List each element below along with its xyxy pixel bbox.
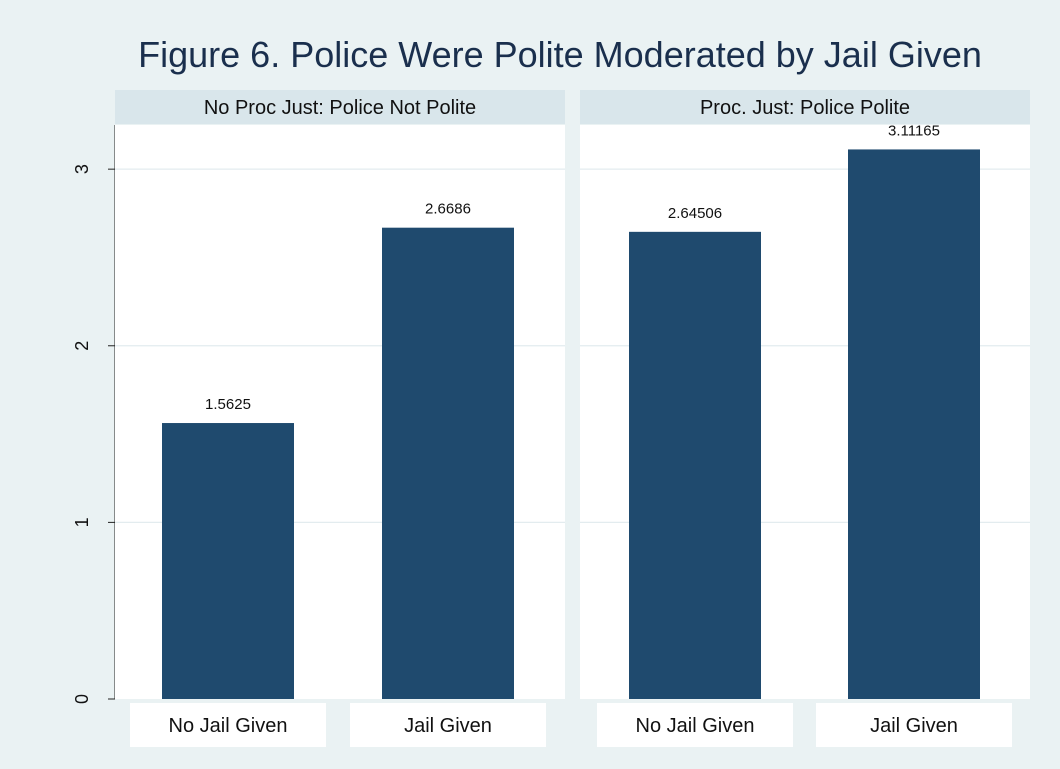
bar (162, 423, 294, 699)
bar (629, 231, 761, 699)
bar-value-label: 2.64506 (668, 205, 722, 222)
bar-value-label: 1.5625 (205, 396, 251, 413)
y-tick-label: 0 (72, 694, 92, 704)
category-label-box (597, 703, 793, 747)
category-label: Jail Given (404, 715, 492, 737)
category-label-box (130, 703, 326, 747)
panel-strip (580, 90, 1030, 124)
category-label: No Jail Given (636, 715, 755, 737)
category-label-box (816, 703, 1012, 747)
bar (848, 149, 980, 699)
chart-title: Figure 6. Police Were Polite Moderated b… (138, 34, 982, 75)
panel-strip-label: Proc. Just: Police Polite (700, 97, 910, 119)
y-tick-label: 1 (72, 517, 92, 527)
y-tick-label: 3 (72, 164, 92, 174)
panel-strip (115, 90, 565, 124)
bar-value-label: 3.11165 (888, 122, 940, 139)
category-label-box (350, 703, 546, 747)
category-label: No Jail Given (169, 715, 288, 737)
y-tick-label: 2 (72, 341, 92, 351)
bar-value-label: 2.6686 (425, 201, 471, 218)
panel-strip-label: No Proc Just: Police Not Polite (204, 97, 476, 119)
plot-area: 0 1 2 3 No Proc Just: Police Not Polite 1.562… (72, 90, 1030, 747)
category-label: Jail Given (870, 715, 958, 737)
bar (382, 227, 514, 699)
